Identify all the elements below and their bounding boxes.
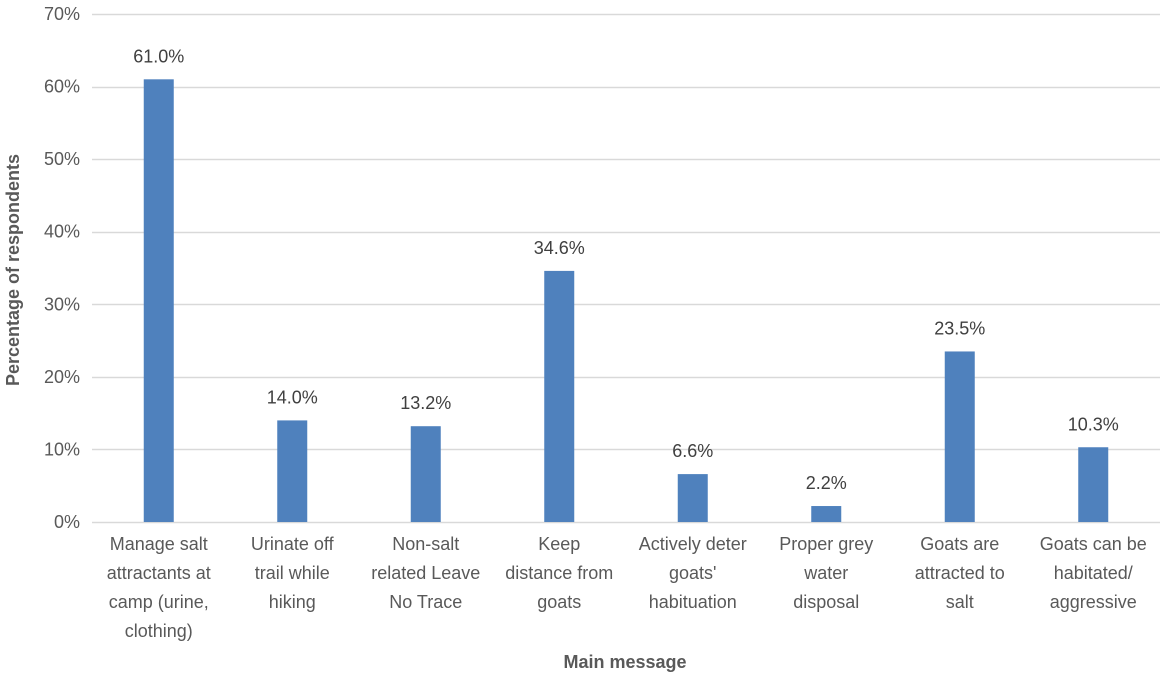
x-category-label: Goats can be habitated/aggressive [1040,534,1147,612]
gridlines [92,13,1160,524]
x-category-label: Actively deter goats' habituation [639,534,747,612]
x-category-label: Goats are attracted to salt [915,534,1005,612]
y-tick-label: 0% [54,512,80,532]
bar [544,270,575,522]
y-tick-label: 70% [44,4,80,24]
x-axis-title: Main message [563,652,686,672]
x-category-label: Manage salt attractants at camp (urine, clo… [107,534,211,641]
x-category-label: Non-salt related Leave No Trace [371,534,480,612]
bar [677,474,708,522]
data-label: 13.2% [400,393,451,413]
y-tick-label: 30% [44,294,80,314]
x-axis-categories: Manage salt attractants at camp (urine, clo… [107,534,1147,641]
y-tick-label: 10% [44,439,80,459]
x-category-label: Urinate off trail while hiking [251,534,335,612]
bar [277,420,308,522]
bar [811,506,842,522]
bars [143,79,1109,523]
y-tick-label: 50% [44,149,80,169]
data-label: 6.6% [672,441,713,461]
data-label: 2.2% [806,473,847,493]
data-label: 10.3% [1068,414,1119,434]
y-axis-title: Percentage of respondents [3,154,23,386]
bar [1078,447,1109,522]
data-label: 14.0% [267,387,318,407]
bar [410,426,441,522]
y-tick-label: 60% [44,77,80,97]
data-label: 34.6% [534,238,585,258]
bar [944,351,975,522]
y-tick-label: 20% [44,367,80,387]
data-labels: 61.0% 14.0% 13.2% 34.6% 6.6% 2.2% 23.5% 10.3% [133,46,1119,493]
x-category-label: Keep distance from goats [505,534,613,612]
y-axis-ticks: 0% 10% 20% 30% 40% 50% 60% 70% [44,4,80,532]
data-label: 23.5% [934,318,985,338]
y-tick-label: 40% [44,222,80,242]
bar [143,79,174,523]
x-category-label: Proper grey water disposal [779,534,873,612]
data-label: 61.0% [133,46,184,66]
